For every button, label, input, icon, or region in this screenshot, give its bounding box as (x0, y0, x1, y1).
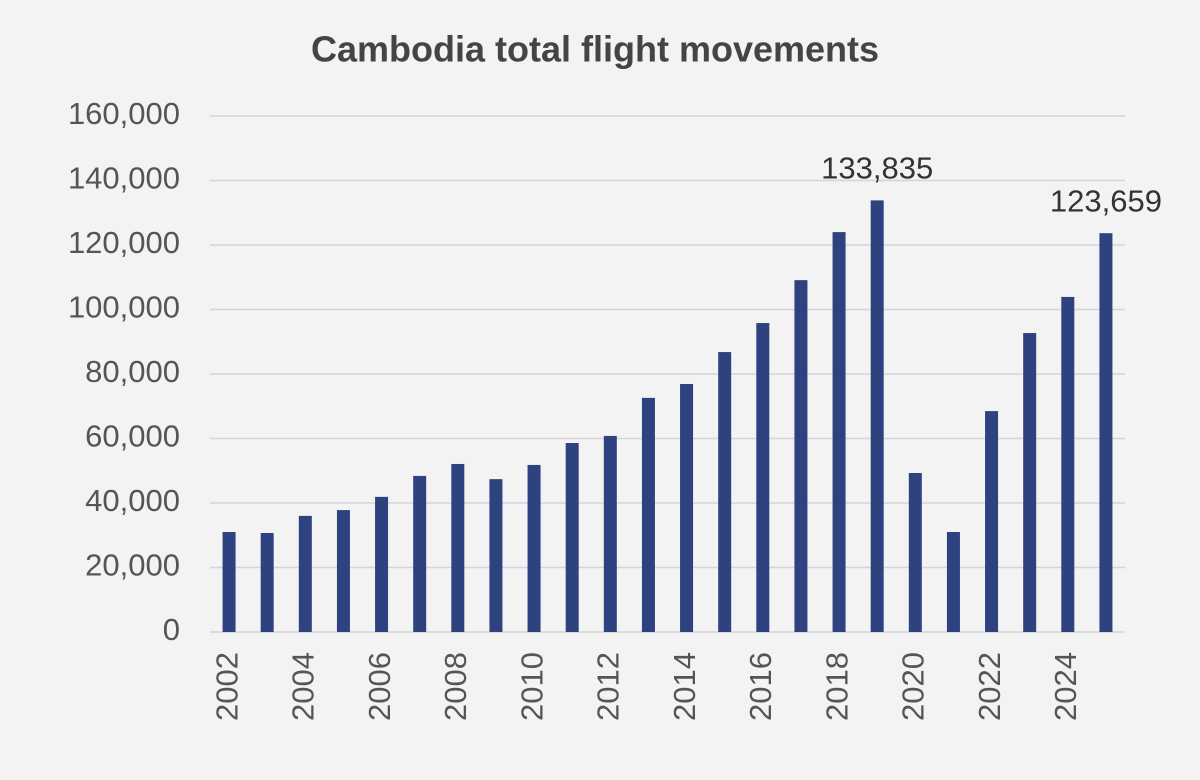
bar (985, 411, 999, 632)
y-tick-label: 120,000 (68, 225, 180, 260)
bar (489, 479, 503, 632)
x-tick-label: 2012 (591, 652, 626, 721)
value-label: 133,835 (821, 151, 933, 186)
bar (260, 532, 274, 632)
bar (413, 475, 427, 632)
bar (375, 496, 389, 632)
bar (298, 515, 312, 632)
bar (908, 473, 922, 632)
x-tick-label: 2006 (362, 652, 397, 721)
x-tick-label: 2024 (1048, 652, 1083, 721)
bar (718, 352, 732, 632)
bar (1099, 233, 1113, 633)
y-tick-label: 140,000 (68, 161, 180, 196)
x-tick-label: 2022 (972, 652, 1007, 721)
x-tick-label: 2018 (819, 652, 854, 721)
bar (1061, 296, 1075, 632)
y-tick-label: 20,000 (85, 548, 180, 583)
bar (451, 463, 465, 632)
x-tick-label: 2016 (743, 652, 778, 721)
y-tick-label: 0 (163, 612, 180, 647)
bar (565, 443, 579, 632)
bar (603, 435, 617, 632)
bar (222, 532, 236, 632)
y-tick-label: 40,000 (85, 483, 180, 518)
y-tick-label: 60,000 (85, 419, 180, 454)
y-tick-label: 100,000 (68, 290, 180, 325)
bar (794, 280, 808, 632)
x-tick-label: 2010 (514, 652, 549, 721)
chart-title: Cambodia total flight movements (311, 29, 879, 70)
bar (641, 397, 655, 632)
bar (870, 200, 884, 632)
bar (756, 323, 770, 632)
bar (832, 232, 846, 632)
y-tick-label: 80,000 (85, 354, 180, 389)
bar (336, 510, 350, 632)
x-tick-label: 2014 (667, 652, 702, 721)
x-tick-label: 2002 (209, 652, 244, 721)
bar (946, 532, 960, 632)
x-tick-label: 2008 (438, 652, 473, 721)
bar (527, 464, 541, 632)
value-label: 123,659 (1050, 183, 1162, 218)
x-tick-label: 2020 (896, 652, 931, 721)
bar (680, 383, 694, 632)
y-tick-label: 160,000 (68, 96, 180, 131)
x-tick-label: 2004 (286, 652, 321, 721)
bar (1023, 333, 1037, 632)
